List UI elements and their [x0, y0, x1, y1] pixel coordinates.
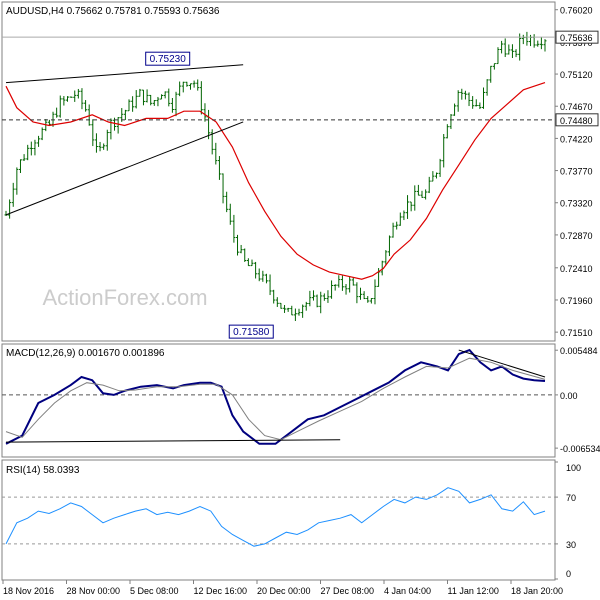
macd-axis-labels: 0.005484 0.00 -0.006534: [555, 346, 600, 454]
price-tick-label: 0.76020: [560, 6, 593, 16]
current-price-label: 0.75636: [560, 33, 593, 43]
rsi-title: RSI(14) 58.0393: [6, 465, 80, 476]
price-level-annotation-box: [228, 324, 274, 339]
price-title: AUDUSD,H4 0.75662 0.75781 0.75593 0.7563…: [6, 6, 220, 17]
macd-panel-frame: [1, 343, 556, 458]
price-tick-label: 0.74220: [560, 134, 593, 144]
rsi-tick-label: 70: [566, 493, 576, 503]
price-level-annotation: 0.71580: [233, 327, 270, 338]
macd-tick-label: 0.005484: [560, 346, 598, 356]
watermark: ActionForex.com: [42, 285, 207, 310]
price-axis-labels: 0.760200.755700.751200.746700.742200.737…: [555, 6, 599, 338]
price-tick-label: 0.71510: [560, 328, 593, 338]
moving-average-line: [5, 82, 546, 280]
price-panel-frame: [1, 1, 556, 342]
rsi-levels: [2, 496, 555, 545]
time-axis: 18 Nov 2016 28 Nov 00:00 5 Dec 08:00 12 Dec…: [2, 580, 563, 596]
time-tick-label: 18 Jan 20:00: [511, 586, 563, 596]
price-level-annotation-box: [145, 51, 191, 66]
time-tick-label: 18 Nov 2016: [3, 586, 54, 596]
rsi-axis-labels: 100 70 30 0: [555, 461, 581, 580]
macd-tick-label: 0.00: [560, 391, 578, 401]
price-tick-label: 0.71960: [560, 296, 593, 306]
time-tick-label: 5 Dec 08:00: [130, 586, 179, 596]
price-level-annotation: 0.75230: [150, 54, 187, 65]
macd-trendline: [5, 439, 341, 443]
price-tick-label: 0.72870: [560, 231, 593, 241]
macd-title: MACD(12,26,9) 0.001670 0.001896: [6, 348, 165, 359]
price-tick-label: 0.73320: [560, 199, 593, 209]
time-tick-label: 20 Dec 00:00: [257, 586, 311, 596]
support-level-box: [555, 113, 599, 127]
price-bars: [4, 31, 547, 321]
macd-trendline: [458, 349, 546, 378]
price-tick-label: 0.73770: [560, 167, 593, 177]
rsi-series-line: [5, 487, 546, 547]
rsi-tick-label: 30: [566, 540, 576, 550]
time-tick-label: 12 Dec 16:00: [194, 586, 248, 596]
price-tick-label: 0.72410: [560, 264, 593, 274]
time-tick-label: 27 Dec 08:00: [321, 586, 375, 596]
rsi-panel-frame: [1, 459, 556, 581]
price-trendline: [5, 121, 244, 216]
macd-signal-line: [5, 357, 546, 441]
price-annotations: 0.75230 0.71580: [145, 51, 274, 339]
rsi-tick-label: 0: [566, 569, 571, 579]
price-tick-label: 0.74670: [560, 102, 593, 112]
time-tick-label: 28 Nov 00:00: [67, 586, 121, 596]
rsi-line: [5, 487, 546, 547]
macd-tick-label: -0.006534: [560, 444, 600, 454]
support-level-label: 0.74480: [560, 116, 593, 126]
time-tick-label: 11 Jan 12:00: [448, 586, 499, 596]
current-price-box: [555, 30, 599, 44]
price-tick-label: 0.75120: [560, 70, 593, 80]
macd-trendlines: [5, 349, 546, 443]
rsi-tick-label: 100: [566, 463, 581, 473]
time-tick-label: 4 Jan 04:00: [384, 586, 431, 596]
price-trendlines: [5, 64, 244, 216]
price-trendline: [5, 64, 244, 84]
